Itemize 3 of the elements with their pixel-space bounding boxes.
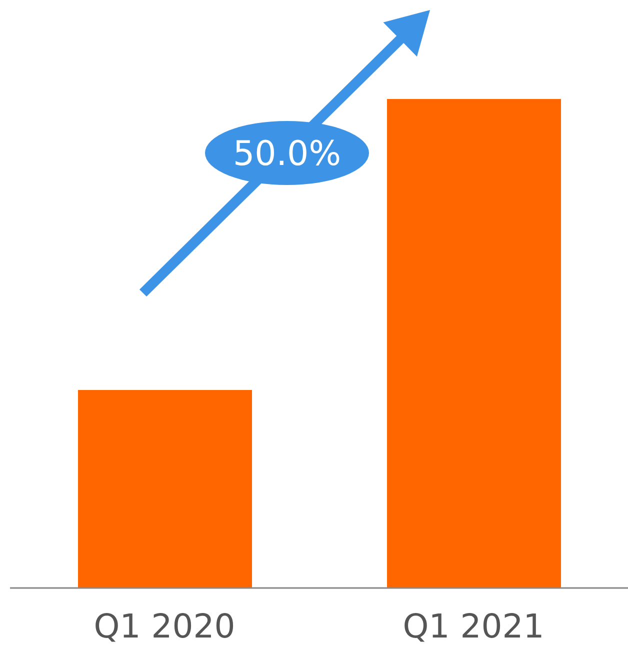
x-tick-label: Q1 2021 — [402, 606, 544, 646]
annotation: 50.0% — [232, 134, 342, 174]
x-tick-label: Q1 2020 — [94, 606, 236, 646]
